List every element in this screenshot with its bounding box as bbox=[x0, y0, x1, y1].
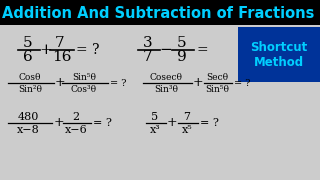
Text: +: + bbox=[193, 76, 203, 89]
Bar bbox=[0, 0, 320, 25]
Text: = ?: = ? bbox=[110, 78, 126, 87]
Text: = ?: = ? bbox=[200, 118, 219, 128]
Text: = ?: = ? bbox=[76, 43, 100, 57]
Text: Sin³θ: Sin³θ bbox=[154, 84, 178, 93]
Text: +: + bbox=[167, 116, 177, 129]
Text: +: + bbox=[55, 76, 65, 89]
Text: 5: 5 bbox=[23, 36, 33, 50]
Text: Sin²θ: Sin²θ bbox=[18, 84, 42, 93]
Text: 9: 9 bbox=[177, 50, 187, 64]
Text: Cosecθ: Cosecθ bbox=[149, 73, 182, 82]
Text: 16: 16 bbox=[52, 50, 72, 64]
Text: Sin⁵θ: Sin⁵θ bbox=[72, 73, 96, 82]
Text: Addition And Subtraction of Fractions: Addition And Subtraction of Fractions bbox=[2, 6, 314, 21]
Text: 480: 480 bbox=[17, 112, 39, 122]
Text: 7: 7 bbox=[55, 36, 65, 50]
Text: = ?: = ? bbox=[93, 118, 112, 128]
Text: +: + bbox=[40, 43, 52, 57]
Bar bbox=[238, 27, 320, 82]
Text: Cos³θ: Cos³θ bbox=[71, 84, 97, 93]
Text: Cosθ: Cosθ bbox=[19, 73, 41, 82]
Text: x³: x³ bbox=[150, 125, 160, 135]
Text: =: = bbox=[196, 43, 208, 57]
Text: Secθ: Secθ bbox=[206, 73, 228, 82]
Text: x−6: x−6 bbox=[65, 125, 87, 135]
Text: 7: 7 bbox=[183, 112, 190, 122]
Text: −: − bbox=[160, 43, 172, 57]
Text: 7: 7 bbox=[143, 50, 153, 64]
Text: Shortcut
Method: Shortcut Method bbox=[250, 41, 308, 69]
Text: +: + bbox=[54, 116, 64, 129]
Text: 6: 6 bbox=[23, 50, 33, 64]
Text: = ?: = ? bbox=[234, 78, 251, 87]
Text: x−8: x−8 bbox=[17, 125, 39, 135]
Text: 3: 3 bbox=[143, 36, 153, 50]
Text: 2: 2 bbox=[72, 112, 80, 122]
Text: 5: 5 bbox=[177, 36, 187, 50]
Text: Sin⁵θ: Sin⁵θ bbox=[205, 84, 229, 93]
Text: 5: 5 bbox=[151, 112, 159, 122]
Text: x⁵: x⁵ bbox=[182, 125, 192, 135]
